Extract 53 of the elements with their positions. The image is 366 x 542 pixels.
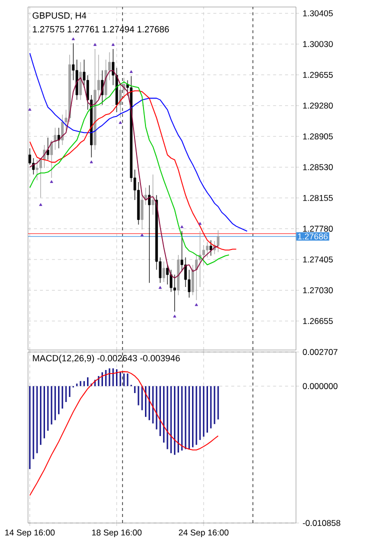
point <box>72 37 75 40</box>
y-tick-label: 1.29655 <box>303 72 333 78</box>
x-tick-label: 14 Sep 16:00 <box>5 530 55 538</box>
candlestick <box>50 140 53 178</box>
point <box>28 108 32 111</box>
point <box>90 160 93 164</box>
text: 1.27575 1.27761 1.27494 1.27686 <box>32 26 169 32</box>
point <box>50 180 54 183</box>
y-tick-label: 1.29280 <box>303 102 333 109</box>
point <box>198 222 202 225</box>
candlestick <box>46 137 50 160</box>
text: GBPUSD, H4 <box>32 12 86 20</box>
y-tick-label: 1.26655 <box>303 318 333 324</box>
point <box>130 70 133 73</box>
point <box>39 203 42 206</box>
point <box>194 303 198 306</box>
y-tick-label: 1.28530 <box>303 164 333 170</box>
y-tick-label: 1.28155 <box>303 194 333 201</box>
point <box>93 43 97 46</box>
point <box>180 225 184 228</box>
candlestick <box>140 194 144 230</box>
point <box>140 233 144 236</box>
y-tick-label: 1.27780 <box>303 226 333 232</box>
candlestick <box>36 159 38 181</box>
y-tick-label: 1.28905 <box>303 133 333 140</box>
candlestick <box>148 184 151 284</box>
candlestick <box>170 269 172 292</box>
candlestick <box>206 242 209 258</box>
candlestick <box>79 62 82 100</box>
y-tick-label: 1.27405 <box>303 256 333 262</box>
candlestick <box>39 158 42 198</box>
candlestick <box>173 274 176 312</box>
point <box>173 314 176 318</box>
y-tick-label: 1.30405 <box>303 10 333 16</box>
candlestick <box>32 158 35 175</box>
y-tick-label: 0.002707 <box>302 349 338 355</box>
candlestick <box>152 174 154 216</box>
ref-line-label: 1.27686 <box>298 233 328 240</box>
x-tick-label: 24 Sep 16:00 <box>178 530 228 538</box>
point <box>112 43 115 46</box>
candlestick <box>162 261 166 282</box>
chart-title: MACD(12,26,9) -0.002643 -0.003946 <box>32 354 180 364</box>
candlestick <box>198 230 202 288</box>
y-tick-label: -0.010858 <box>302 520 340 526</box>
point <box>118 121 122 124</box>
y-tick-label: 0.000000 <box>302 383 338 390</box>
point <box>158 286 162 289</box>
y-tick-label: 1.30030 <box>303 41 333 48</box>
candlestick <box>216 230 220 252</box>
x-tick-label: 18 Sep 16:00 <box>92 530 142 538</box>
candlestick <box>210 240 212 256</box>
y-tick-label: 1.27030 <box>303 287 333 294</box>
candlestick <box>112 48 114 86</box>
